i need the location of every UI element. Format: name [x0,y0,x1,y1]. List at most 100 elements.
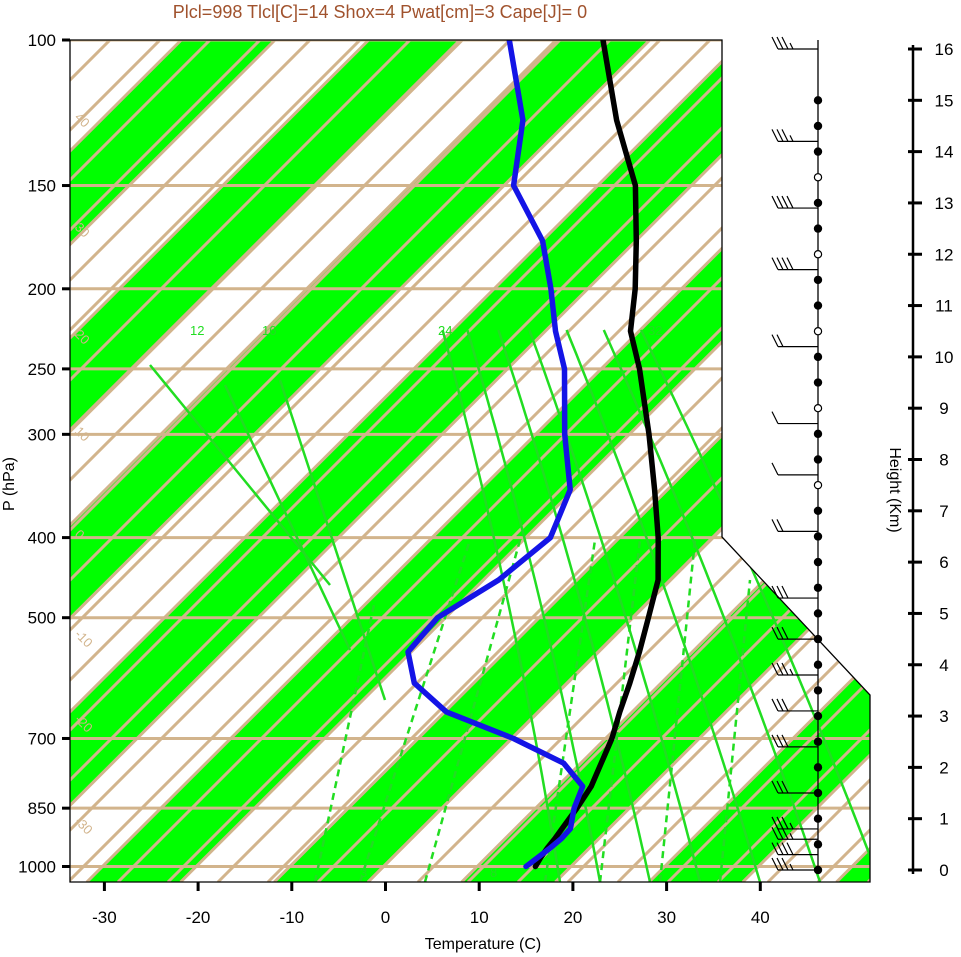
moist-adiabat-line [223,384,352,651]
height-tick-label: 11 [935,297,953,316]
isotherm-line [460,40,870,882]
wind-barb-flag [776,334,784,347]
wind-barb-flag [776,734,784,748]
wind-level-dot [813,737,823,746]
wind-barb-flag [781,780,789,794]
moist-adiabat-line [441,329,562,882]
height-tick-label: 10 [935,348,954,367]
dry-adiabat-line [70,40,862,882]
wind-barb-flag [781,36,789,50]
mixing-ratio-line [718,579,752,882]
wind-level-dot [813,96,823,105]
wind-level-dot [813,814,823,823]
y-tick-label: 150 [28,177,56,196]
dry-adiabat-line [70,40,562,882]
height-tick-label: 15 [935,91,954,110]
wind-barb-flag [781,857,789,871]
height-tick-label: 16 [935,40,954,59]
wind-barb-flag [771,626,779,640]
x-tick-label: 40 [751,908,770,927]
wind-barb-flag [776,662,784,676]
y-tick-label: 250 [28,360,56,379]
wind-barb-flag [776,816,784,830]
height-tick-label: 0 [939,861,948,880]
wind-level-dot [813,173,823,182]
wind-barb-half-flag [789,822,794,830]
wind-barb-flag [771,195,779,209]
height-tick-label: 3 [939,707,948,726]
wind-barb-flag [771,842,779,855]
wind-level-dot [813,224,823,233]
wind-level-dot [813,840,823,849]
height-tick-label: 1 [939,810,948,829]
moist-adiabat-line [278,379,387,701]
chart-title: Plcl=998 Tlcl[C]=14 Shox=4 Pwat[cm]=3 Ca… [173,2,587,22]
x-tick-label: -20 [186,908,211,927]
height-tick-label: 14 [935,143,954,162]
profiles-layer [405,40,661,870]
dry-adiabat-line [70,40,762,882]
wind-barb-flag [786,842,794,855]
dewpoint-profile [405,40,586,870]
moist-adiabat-label: 32 [648,323,662,338]
wind-barb-flag [771,129,779,142]
plot-frame [69,39,871,883]
isotherm-line [648,40,870,882]
wind-level-dot [813,480,823,490]
dry-adiabat-line [516,40,870,882]
y-axis-title: P (hPa) [1,457,18,511]
wind-level-dot [813,455,823,464]
y-axis: 100 150 200 250 300 400 500 700 850 1000 [18,31,70,877]
dry-adiabat-line [70,40,612,882]
moist-adiabat-line [565,329,762,882]
wind-barb-flag [771,734,779,748]
wind-barb-flag [781,129,789,142]
wind-barb-flag [771,257,779,270]
wind-barb-flag [771,857,779,871]
moist-adiabat-label: 16 [262,323,276,338]
x-tick-label: 20 [563,908,582,927]
mixing-ratio-line [658,539,697,882]
wind-barb-flag [776,842,784,855]
wind-level-dot [813,301,823,310]
dry-adiabat-label: -10 [792,588,816,612]
dry-adiabat-line [70,40,712,882]
wind-level-dot [813,275,823,285]
wind-barb-flag [771,780,779,794]
height-tick-label: 12 [935,245,954,264]
wind-level-dot [813,506,823,516]
temperature-band [70,40,463,882]
wind-barb-flag [776,195,784,209]
height-axis-title: Height (Km) [886,447,903,532]
wind-level-dot [813,250,823,259]
height-tick-label: 6 [939,553,948,572]
y-tick-label: 300 [28,425,56,444]
wind-barb-flag [771,411,779,424]
isotherm-line [70,40,745,882]
moist-adiabat-line [149,364,331,586]
wind-barb-flag [781,816,789,830]
wind-level-dot [813,121,823,131]
wind-barb-flag [781,195,789,209]
height-tick-label: 2 [939,758,948,777]
wind-barb-flag [771,334,779,347]
x-tick-label: 10 [470,908,489,927]
x-tick-label: -30 [92,908,117,927]
height-tick-label: 5 [939,604,948,623]
temperature-profile [532,40,661,870]
isotherm-line [179,40,870,882]
temperature-band [70,40,838,882]
wind-barb-flag [781,734,789,748]
wind-level-dot [813,403,823,413]
wind-barb-flag [786,195,794,209]
dry-adiabat-label-left: -10 [72,627,96,651]
wind-barb-flag [776,519,784,532]
height-tick-label: 8 [939,451,948,470]
wind-barb-flag [776,129,784,142]
wind-level-dot [813,352,823,362]
wind-barb-flag [771,816,779,830]
wind-level-dot [813,660,823,669]
height-tick-label: 7 [939,502,948,521]
wind-level-dot [813,609,823,618]
